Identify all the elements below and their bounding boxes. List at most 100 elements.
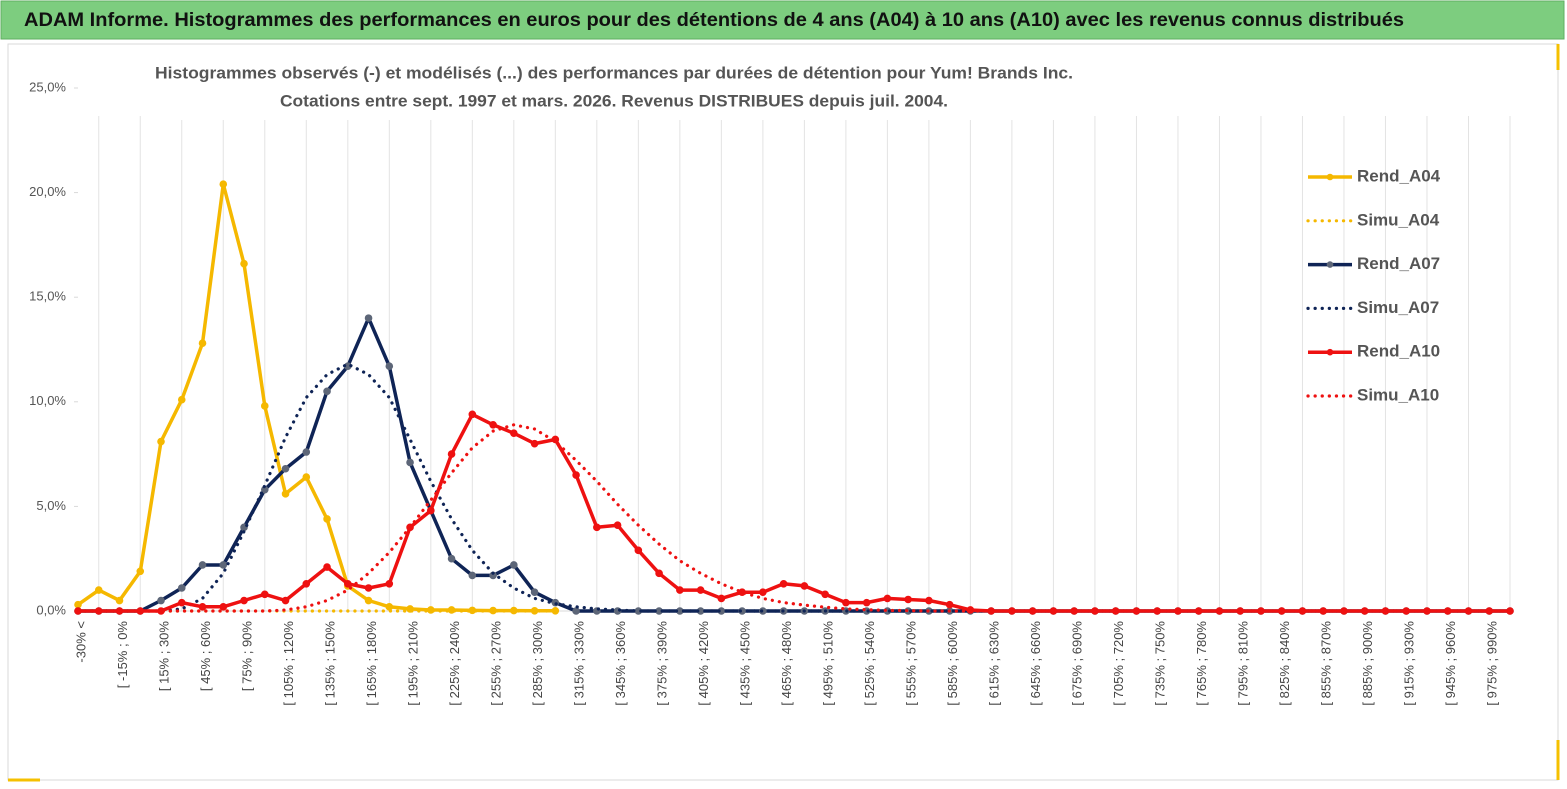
marker <box>157 437 165 446</box>
x-tick-label: [ 495% ; 510% <box>821 621 836 706</box>
marker <box>219 603 228 611</box>
marker <box>530 588 539 596</box>
marker <box>198 561 207 569</box>
x-tick-label: [ 885% ; 900% <box>1360 621 1375 706</box>
y-tick-label: 15,0% <box>29 289 66 304</box>
x-tick-label: [ 285% ; 300% <box>530 621 545 706</box>
marker <box>177 598 186 607</box>
y-tick-label: 0,0% <box>36 602 66 617</box>
x-tick-label: [ 195% ; 210% <box>405 621 420 706</box>
x-tick-label: [ 435% ; 450% <box>738 621 753 706</box>
marker <box>94 586 103 594</box>
marker <box>696 586 705 594</box>
marker <box>447 450 456 458</box>
legend-label: Simu_A10 <box>1357 385 1439 404</box>
marker <box>240 596 248 605</box>
marker <box>302 448 311 456</box>
legend-label: Simu_A07 <box>1357 298 1439 317</box>
x-tick-label: [ 105% ; 120% <box>281 621 296 706</box>
title-backdrop <box>150 58 1078 120</box>
marker <box>779 580 788 588</box>
marker <box>862 598 871 607</box>
marker <box>447 554 456 563</box>
chart-title: Histogrammes observés (-) et modélisés (… <box>155 63 1073 82</box>
legend-marker <box>1326 348 1334 356</box>
x-tick-label: [ 585% ; 600% <box>945 621 960 706</box>
x-tick-label: [ 525% ; 540% <box>862 621 877 706</box>
x-tick-label: [ 345% ; 360% <box>613 621 628 706</box>
marker <box>385 362 394 371</box>
x-tick-label: [ 45% ; 60% <box>198 621 213 692</box>
marker <box>821 590 829 599</box>
marker <box>198 603 207 611</box>
x-tick-label: [ 735% ; 750% <box>1153 621 1168 706</box>
marker <box>281 464 290 473</box>
x-tick-label: [ 75% ; 90% <box>239 621 254 692</box>
marker <box>613 521 622 530</box>
marker <box>655 569 663 578</box>
marker <box>260 590 269 599</box>
marker <box>74 600 82 609</box>
chart-subtitle: Cotations entre sept. 1997 et mars. 2026… <box>280 91 948 110</box>
marker <box>572 607 580 615</box>
marker <box>219 180 228 189</box>
x-tick-label: [ 975% ; 990% <box>1485 621 1500 706</box>
marker <box>883 594 892 603</box>
x-tick-label: [ 645% ; 660% <box>1028 621 1043 706</box>
marker <box>800 582 809 590</box>
x-tick-label: [ 855% ; 870% <box>1319 621 1334 706</box>
marker <box>302 580 311 588</box>
marker <box>925 596 933 605</box>
x-tick-label: [ 165% ; 180% <box>364 621 379 706</box>
x-tick-label: [ 705% ; 720% <box>1111 621 1126 706</box>
marker <box>945 600 954 609</box>
marker <box>157 596 165 605</box>
marker <box>842 598 850 607</box>
chart-border <box>7 43 1559 781</box>
marker <box>281 596 290 605</box>
marker <box>281 490 290 498</box>
x-tick-label: [ 915% ; 930% <box>1402 621 1417 706</box>
marker <box>385 603 394 611</box>
observed-line <box>78 412 1510 613</box>
x-tick-label: [ 225% ; 240% <box>447 621 462 706</box>
x-tick-label: [ 825% ; 840% <box>1277 621 1292 706</box>
y-tick-label: 10,0% <box>29 393 66 408</box>
marker <box>115 596 124 605</box>
marker <box>198 339 207 348</box>
marker <box>219 561 228 569</box>
x-tick-label: [ 615% ; 630% <box>987 621 1002 706</box>
marker <box>510 561 518 569</box>
marker <box>530 439 539 448</box>
marker <box>343 580 352 588</box>
x-tick-label: [ 675% ; 690% <box>1070 621 1085 706</box>
marker <box>406 458 414 467</box>
marker <box>489 421 497 429</box>
legend-label: Rend_A10 <box>1357 342 1440 361</box>
marker <box>468 571 477 580</box>
legend-marker <box>1326 173 1334 181</box>
legend-marker <box>1326 261 1334 268</box>
marker <box>177 584 186 592</box>
x-tick-label: [ 375% ; 390% <box>655 621 670 706</box>
legend-label: Simu_A04 <box>1357 210 1440 229</box>
x-tick-label: [ 765% ; 780% <box>1194 621 1209 706</box>
marker <box>385 580 394 588</box>
marker <box>323 563 331 571</box>
plot <box>74 180 1514 615</box>
marker <box>904 595 912 604</box>
marker <box>1506 607 1514 615</box>
marker <box>364 314 373 322</box>
marker <box>717 594 726 603</box>
marker <box>759 588 767 596</box>
x-tick-label: [ 465% ; 480% <box>779 621 794 706</box>
marker <box>468 410 477 419</box>
marker <box>572 471 580 479</box>
x-tick-label: [ 555% ; 570% <box>904 621 919 706</box>
marker <box>364 596 373 605</box>
x-tick-label: [ 945% ; 960% <box>1443 621 1458 706</box>
marker <box>364 584 373 592</box>
marker <box>510 429 518 437</box>
marker <box>634 546 643 555</box>
